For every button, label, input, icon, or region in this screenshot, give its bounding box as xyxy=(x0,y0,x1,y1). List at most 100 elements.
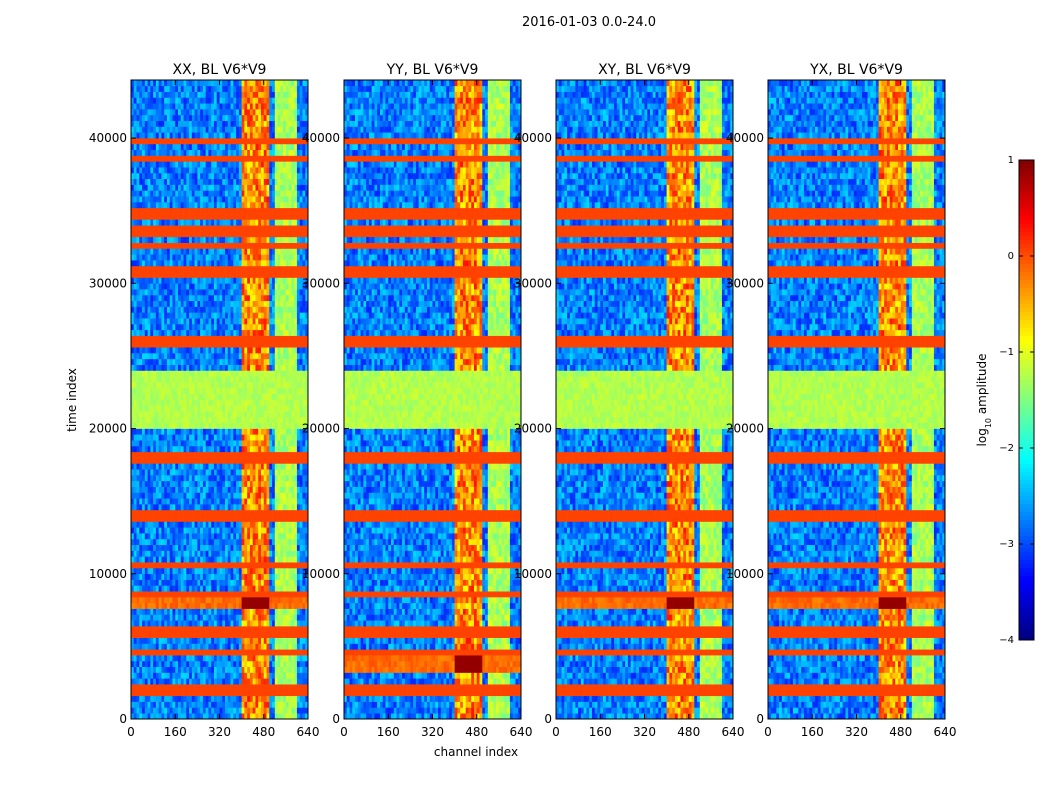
heatmap-cell xyxy=(147,289,151,296)
heatmap-cell xyxy=(269,620,273,627)
heatmap-cell xyxy=(247,463,251,470)
heatmap-cell xyxy=(302,457,306,464)
heatmap-cell xyxy=(213,695,218,702)
heatmap-cell xyxy=(131,544,135,551)
heatmap-cell xyxy=(260,434,265,441)
heatmap-cell xyxy=(158,387,162,394)
heatmap-cell xyxy=(233,614,237,621)
heatmap-cell xyxy=(280,347,284,354)
heatmap-cell xyxy=(227,323,231,331)
heatmap-cell xyxy=(164,544,168,551)
heatmap-cell xyxy=(274,713,278,720)
heatmap-cell xyxy=(305,614,309,621)
heatmap-cell xyxy=(197,486,201,493)
heatmap-cell xyxy=(219,353,223,360)
heatmap-cell xyxy=(142,614,146,621)
heatmap-cell xyxy=(205,480,209,487)
heatmap-cell xyxy=(285,585,289,592)
heatmap-cell xyxy=(288,329,292,336)
heatmap-cell xyxy=(285,631,289,638)
heatmap-cell xyxy=(291,387,295,394)
heatmap-cell xyxy=(269,573,273,580)
heatmap-cell xyxy=(260,672,265,679)
heatmap-cell xyxy=(213,637,218,644)
heatmap-cell xyxy=(244,498,248,505)
heatmap-cell xyxy=(280,567,284,575)
heatmap-cell xyxy=(241,672,245,679)
heatmap-cell xyxy=(166,347,171,354)
heatmap-cell xyxy=(230,649,234,656)
heatmap-cell xyxy=(202,416,206,424)
heatmap-cell xyxy=(166,527,171,534)
heatmap-cell xyxy=(285,486,289,493)
heatmap-cell xyxy=(136,678,140,685)
heatmap-cell xyxy=(164,509,168,516)
heatmap-cell xyxy=(288,672,292,679)
heatmap-cell xyxy=(238,643,242,650)
heatmap-cell xyxy=(211,457,215,464)
heatmap-cell xyxy=(247,608,251,615)
heatmap-cell xyxy=(294,353,298,360)
heatmap-cell xyxy=(139,422,143,429)
heatmap-cell xyxy=(291,364,295,371)
heatmap-cell xyxy=(274,399,278,406)
heatmap-cell xyxy=(133,335,137,342)
heatmap-cell xyxy=(222,329,226,336)
heatmap-cell xyxy=(305,411,309,418)
heatmap-cell xyxy=(191,283,195,290)
heatmap-cell xyxy=(189,637,193,644)
heatmap-cell xyxy=(164,602,168,609)
heatmap-cell xyxy=(158,416,162,424)
heatmap-cell xyxy=(164,294,168,302)
heatmap-cell xyxy=(252,504,256,511)
heatmap-cell xyxy=(144,370,148,377)
heatmap-cell xyxy=(263,672,267,679)
heatmap-cell xyxy=(255,626,259,633)
heatmap-cell xyxy=(252,364,256,371)
heatmap-cell xyxy=(200,666,204,673)
heatmap-cell xyxy=(272,277,276,284)
heatmap-cell xyxy=(247,509,251,516)
heatmap-cell xyxy=(302,509,306,516)
heatmap-cell xyxy=(274,707,278,714)
heatmap-cell xyxy=(274,602,278,609)
heatmap-cell xyxy=(131,695,135,702)
heatmap-cell xyxy=(225,707,229,714)
heatmap-cell xyxy=(260,643,265,650)
heatmap-cell xyxy=(172,492,176,499)
heatmap-cell xyxy=(169,684,173,691)
heatmap-cell xyxy=(288,655,292,662)
heatmap-cell xyxy=(283,684,287,691)
heatmap-cell xyxy=(225,405,229,412)
heatmap-cell xyxy=(247,660,251,668)
heatmap-cell xyxy=(249,457,253,464)
heatmap-cell xyxy=(197,509,201,516)
heatmap-cell xyxy=(233,660,237,668)
heatmap-cell xyxy=(280,271,284,278)
heatmap-cell xyxy=(175,579,179,586)
heatmap-cell xyxy=(191,277,195,284)
heatmap-cell xyxy=(258,486,262,493)
heatmap-cell xyxy=(150,573,154,580)
heatmap-cell xyxy=(302,393,306,400)
heatmap-cell xyxy=(216,445,220,453)
heatmap-cell xyxy=(161,649,165,656)
heatmap-cell xyxy=(241,387,245,394)
heatmap-cell xyxy=(186,480,190,487)
heatmap-cell xyxy=(274,277,278,284)
heatmap-cell xyxy=(263,655,267,662)
heatmap-cell xyxy=(252,655,256,662)
heatmap-cell xyxy=(269,602,273,609)
heatmap-cell xyxy=(144,341,148,348)
heatmap-cell xyxy=(222,567,226,575)
heatmap-cell xyxy=(258,370,262,377)
heatmap-cell xyxy=(175,701,179,708)
heatmap-cell xyxy=(144,283,148,290)
heatmap-cell xyxy=(291,521,295,528)
heatmap-cell xyxy=(247,265,251,273)
heatmap-cell xyxy=(144,289,148,296)
heatmap-cell xyxy=(219,533,223,540)
heatmap-cell xyxy=(219,660,223,668)
heatmap-cell xyxy=(236,289,240,296)
heatmap-cell xyxy=(136,689,140,697)
